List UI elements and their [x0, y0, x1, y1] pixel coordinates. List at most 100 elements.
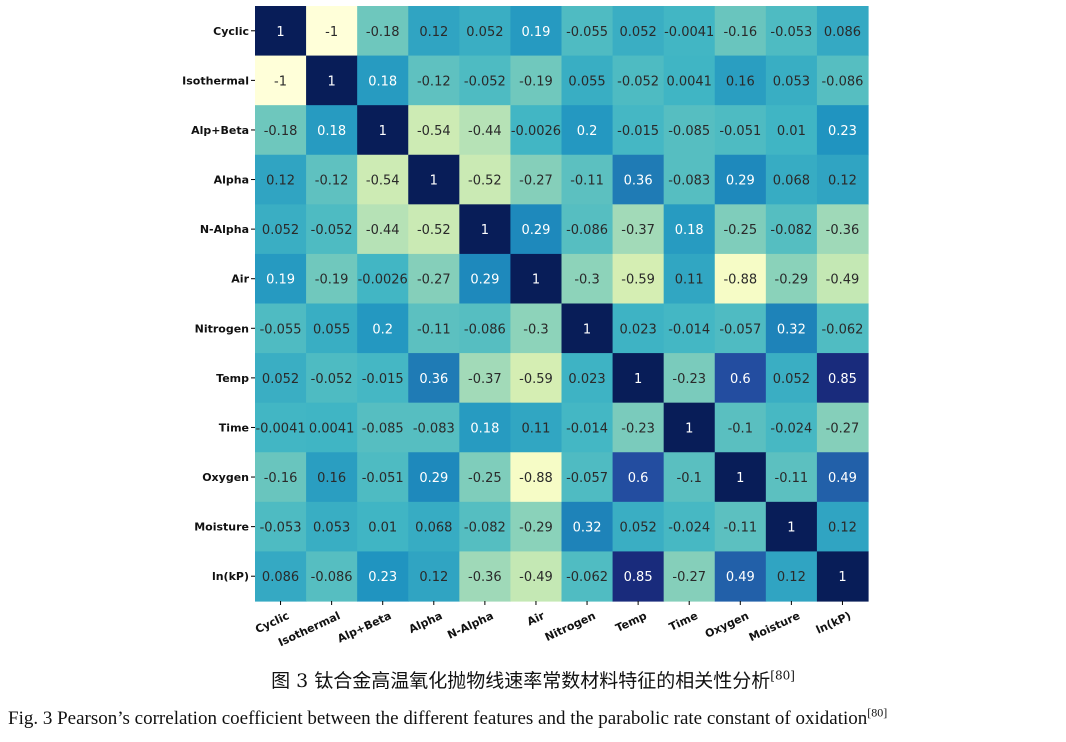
heatmap-cell-ln-kp-cyclic	[255, 551, 307, 602]
heatmap-cell-cyclic-n-alpha	[459, 6, 512, 57]
heatmap-cell-temp-nitrogen	[561, 353, 614, 404]
cell-value-label: 0.068	[415, 521, 452, 536]
heatmap-cell-time-time	[663, 402, 716, 453]
cell-value-label: 0.6	[628, 471, 649, 486]
cell-value-label: 0.36	[419, 372, 448, 387]
heatmap-cell-time-air	[510, 402, 563, 453]
heatmap-cell-oxygen-n-alpha	[459, 452, 512, 503]
heatmap-cell-ln-kp-temp	[612, 551, 665, 602]
cell-value-label: 0.052	[620, 521, 657, 536]
cell-value-label: -0.015	[617, 124, 659, 139]
heatmap-cell-moisture-alpha	[408, 501, 460, 553]
heatmap-cell-n-alpha-cyclic	[255, 204, 307, 255]
cell-value-label: -0.59	[621, 273, 655, 288]
cell-value-label: 0.11	[521, 421, 550, 436]
heatmap-cell-alpha-oxygen	[714, 154, 767, 205]
heatmap-cell-air-alpha	[408, 253, 460, 305]
x-axis-label-nitrogen: Nitrogen	[543, 609, 598, 644]
heatmap-cell-isothermal-temp	[612, 55, 665, 106]
heatmap-cell-nitrogen-ln-kp	[816, 303, 869, 354]
heatmap-cell-cyclic-alp-beta	[357, 6, 409, 57]
heatmap-cell-cyclic-alpha	[408, 6, 460, 57]
heatmap-cell-alp-beta-nitrogen	[561, 105, 614, 156]
cell-value-label: -0.1	[677, 471, 702, 486]
cell-value-label: 0.29	[726, 174, 755, 189]
x-axis-label-alp-beta: Alp+Beta	[335, 609, 393, 645]
cell-value-label: -0.086	[821, 74, 863, 89]
heatmap-cell-nitrogen-alp-beta	[357, 303, 409, 354]
cell-value-label: 1	[685, 421, 693, 436]
heatmap-cell-cyclic-nitrogen	[561, 6, 614, 57]
heatmap-cell-oxygen-moisture	[765, 452, 818, 503]
cell-value-label: -0.062	[821, 322, 863, 337]
cell-value-label: 0.12	[419, 25, 448, 40]
cell-value-label: -0.27	[417, 273, 451, 288]
cell-value-label: 0.01	[777, 124, 806, 139]
cell-value-label: -0.052	[311, 372, 353, 387]
cell-value-label: -0.0026	[511, 124, 561, 139]
heatmap-cell-alpha-temp	[612, 154, 665, 205]
caption-cn-text: 图 3 钛合金高温氧化抛物线速率常数材料特征的相关性分析	[271, 670, 771, 692]
cell-value-label: 0.12	[828, 174, 857, 189]
cell-value-label: 1	[532, 273, 540, 288]
heatmap-cell-n-alpha-nitrogen	[561, 204, 614, 255]
x-axis-label-air: Air	[525, 609, 547, 629]
cell-value-label: -0.0041	[664, 25, 714, 40]
cell-value-label: -0.18	[264, 124, 298, 139]
heatmap-cell-alp-beta-alpha	[408, 105, 460, 156]
cell-value-label: -0.053	[260, 521, 302, 536]
cell-value-label: -0.3	[523, 322, 548, 337]
cell-value-label: -0.19	[315, 273, 349, 288]
cell-value-label: 0.01	[368, 521, 397, 536]
heatmap-cell-cyclic-isothermal	[306, 6, 358, 57]
cell-value-label: 0.49	[726, 570, 755, 585]
heatmap-cell-oxygen-nitrogen	[561, 452, 614, 503]
caption-cn-reference: [80]	[770, 668, 795, 683]
heatmap-cell-time-moisture	[765, 402, 818, 453]
cell-value-label: -0.88	[519, 471, 553, 486]
heatmap-cell-ln-kp-air	[510, 551, 563, 602]
heatmap-cell-moisture-ln-kp	[816, 501, 869, 553]
heatmap-cell-ln-kp-n-alpha	[459, 551, 512, 602]
cell-value-label: 1	[736, 471, 744, 486]
cell-value-label: 0.0041	[666, 74, 712, 89]
cell-value-label: -0.37	[621, 223, 655, 238]
x-axis-label-n-alpha: N-Alpha	[445, 609, 495, 642]
heatmap-cell-air-nitrogen	[561, 253, 614, 305]
cell-value-label: -0.082	[770, 223, 812, 238]
heatmap-cell-alp-beta-ln-kp	[816, 105, 869, 156]
heatmap-cell-moisture-isothermal	[306, 501, 358, 553]
heatmap-cell-nitrogen-oxygen	[714, 303, 767, 354]
cell-value-label: -0.36	[826, 223, 860, 238]
cell-value-label: 1	[634, 372, 642, 387]
cell-value-label: 0.052	[620, 25, 657, 40]
heatmap-cell-isothermal-ln-kp	[816, 55, 869, 106]
heatmap-cell-time-alp-beta	[357, 402, 409, 453]
cell-value-label: -0.086	[566, 223, 608, 238]
cell-value-label: 0.12	[777, 570, 806, 585]
cell-value-label: -0.11	[417, 322, 451, 337]
heatmap-cell-alpha-cyclic	[255, 154, 307, 205]
x-axis-label-ln-kp: ln(kP)	[814, 609, 853, 636]
cell-value-label: -0.051	[362, 471, 404, 486]
figure-caption-english: Fig. 3 Pearson’s correlation coefficient…	[8, 707, 1066, 730]
cell-value-label: -0.052	[311, 223, 353, 238]
cell-value-label: -0.11	[775, 471, 809, 486]
x-axis-label-moisture: Moisture	[747, 609, 802, 644]
cell-value-label: -0.16	[264, 471, 298, 486]
cell-value-label: 0.16	[317, 471, 346, 486]
heatmap-cell-temp-oxygen	[714, 353, 767, 404]
heatmap-cell-alp-beta-time	[663, 105, 716, 156]
x-axis-label-temp: Temp	[614, 609, 649, 635]
cell-value-label: -0.014	[668, 322, 710, 337]
cell-value-label: 0.29	[521, 223, 550, 238]
heatmap-cell-time-n-alpha	[459, 402, 512, 453]
y-axis-label-cyclic: Cyclic	[213, 25, 249, 38]
cell-value-label: 0.85	[624, 570, 653, 585]
heatmap-cell-air-moisture	[765, 253, 818, 305]
heatmap-cell-oxygen-air	[510, 452, 563, 503]
cell-value-label: -0.19	[519, 74, 553, 89]
heatmap-cell-alpha-moisture	[765, 154, 818, 205]
cell-value-label: -0.88	[723, 273, 757, 288]
cell-value-label: -0.052	[464, 74, 506, 89]
